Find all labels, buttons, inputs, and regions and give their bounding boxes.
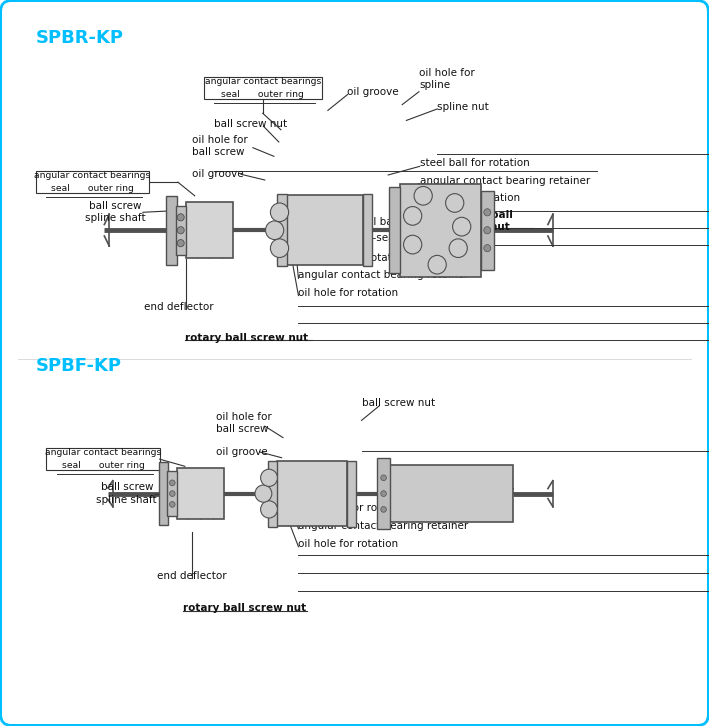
Text: oil hole for
ball screw: oil hole for ball screw xyxy=(216,412,272,434)
Circle shape xyxy=(270,239,289,258)
Circle shape xyxy=(428,256,446,274)
Text: retainer: retainer xyxy=(409,216,450,227)
Circle shape xyxy=(452,217,471,236)
Circle shape xyxy=(169,491,175,497)
Text: seal      outer ring: seal outer ring xyxy=(51,184,134,193)
Circle shape xyxy=(169,480,175,486)
Circle shape xyxy=(270,203,289,221)
Text: angular contact bearing retainer: angular contact bearing retainer xyxy=(420,176,590,186)
Circle shape xyxy=(177,240,184,247)
Bar xyxy=(363,195,372,266)
Bar xyxy=(401,184,481,277)
Text: oil hole for rotation: oil hole for rotation xyxy=(420,193,520,203)
Text: rotary ball screw nut: rotary ball screw nut xyxy=(185,333,308,343)
Text: oil hole for
spline: oil hole for spline xyxy=(419,68,475,90)
Bar xyxy=(177,468,224,519)
Bar xyxy=(176,206,186,255)
Circle shape xyxy=(381,475,386,481)
Text: angular contact bearings: angular contact bearings xyxy=(34,171,150,180)
Circle shape xyxy=(445,194,464,212)
Text: angular contact bearing retainer: angular contact bearing retainer xyxy=(298,521,469,531)
Text: spline nut: spline nut xyxy=(437,102,489,112)
Circle shape xyxy=(403,235,422,254)
Bar xyxy=(186,203,233,258)
Bar xyxy=(287,195,363,266)
Text: steel ball for rotation: steel ball for rotation xyxy=(298,253,408,264)
Text: side-seal: side-seal xyxy=(351,233,398,243)
Circle shape xyxy=(381,507,386,513)
Circle shape xyxy=(265,221,284,240)
Text: steel ball: steel ball xyxy=(351,216,398,227)
Circle shape xyxy=(449,239,467,258)
Circle shape xyxy=(261,469,277,486)
Circle shape xyxy=(414,187,432,205)
Text: seal      outer ring: seal outer ring xyxy=(221,90,304,99)
Bar xyxy=(167,471,177,516)
Text: SPBR-KP: SPBR-KP xyxy=(35,29,123,47)
Text: oil hole for
ball screw: oil hole for ball screw xyxy=(192,135,247,158)
Text: end deflector: end deflector xyxy=(145,302,214,312)
Circle shape xyxy=(381,491,386,497)
Circle shape xyxy=(255,485,272,502)
Text: ball screw
spline shaft: ball screw spline shaft xyxy=(96,482,157,505)
Bar xyxy=(389,187,401,273)
Text: angular contact bearings: angular contact bearings xyxy=(204,77,321,86)
Text: seal      outer ring: seal outer ring xyxy=(62,461,145,470)
Text: SPBF-KP: SPBF-KP xyxy=(35,357,122,375)
Bar xyxy=(268,460,277,526)
Bar xyxy=(377,457,390,529)
Text: oil groove: oil groove xyxy=(192,169,244,179)
Bar xyxy=(277,461,347,526)
Circle shape xyxy=(261,501,277,518)
Text: oil hole for rotation: oil hole for rotation xyxy=(298,539,398,549)
Text: rotary ball
spline nut: rotary ball spline nut xyxy=(451,210,513,232)
Bar xyxy=(390,465,513,522)
Text: steel ball for rotation: steel ball for rotation xyxy=(298,503,408,513)
Text: oil groove: oil groove xyxy=(347,86,399,97)
Bar xyxy=(347,460,356,526)
Text: ball screw nut: ball screw nut xyxy=(214,119,287,129)
Bar xyxy=(159,462,168,525)
Circle shape xyxy=(177,227,184,234)
Circle shape xyxy=(403,207,422,225)
Circle shape xyxy=(177,213,184,221)
Circle shape xyxy=(484,208,491,216)
Bar xyxy=(481,191,493,269)
Text: oil hole for rotation: oil hole for rotation xyxy=(298,287,398,298)
Bar xyxy=(277,195,287,266)
Circle shape xyxy=(169,502,175,507)
Text: angular contact bearings: angular contact bearings xyxy=(45,448,161,457)
Bar xyxy=(166,196,177,265)
Text: steel ball for rotation: steel ball for rotation xyxy=(420,158,530,168)
Text: SSPF type: SSPF type xyxy=(430,471,482,481)
Circle shape xyxy=(484,245,491,252)
Text: ball screw nut: ball screw nut xyxy=(362,398,435,408)
Text: ball screw
spline shaft: ball screw spline shaft xyxy=(84,201,145,224)
Text: end deflector: end deflector xyxy=(157,571,226,581)
Circle shape xyxy=(484,227,491,234)
Text: rotary ball screw nut: rotary ball screw nut xyxy=(183,603,306,613)
Text: ball spline nut: ball spline nut xyxy=(430,486,515,496)
Text: angular contact bearing retainer: angular contact bearing retainer xyxy=(298,271,469,280)
Text: oil groove: oil groove xyxy=(216,447,267,457)
